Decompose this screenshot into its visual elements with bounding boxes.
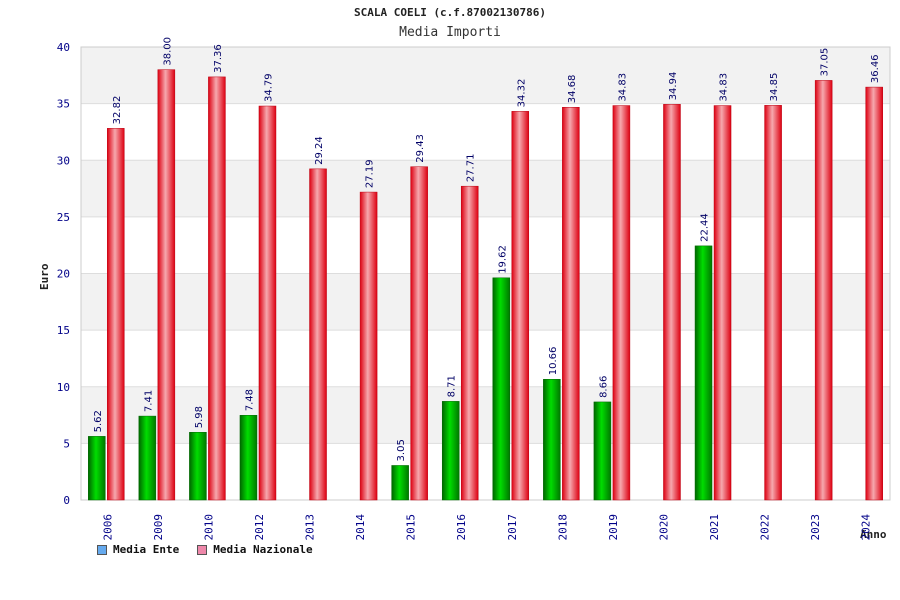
x-tick-label: 2019 xyxy=(607,514,620,541)
data-label: 19.62 xyxy=(497,245,508,274)
bar-media-ente xyxy=(189,432,207,501)
bar-media-ente xyxy=(138,415,157,501)
bar-media-ente xyxy=(492,277,511,501)
x-tick-label: 2009 xyxy=(152,514,165,541)
x-tick-label: 2020 xyxy=(657,514,670,541)
data-label: 22.44 xyxy=(700,213,711,242)
data-label: 5.62 xyxy=(93,410,104,432)
data-label: 34.32 xyxy=(516,79,527,108)
data-label: 7.48 xyxy=(244,389,255,411)
bar-media-nazionale xyxy=(157,69,176,501)
x-tick-label: 2022 xyxy=(759,514,772,541)
data-label: 34.85 xyxy=(769,73,780,102)
y-tick-label: 0 xyxy=(63,494,70,507)
bar-media-nazionale xyxy=(208,76,226,501)
y-tick-label: 20 xyxy=(57,268,70,281)
legend-item-media-ente: Media Ente xyxy=(97,543,179,556)
x-tick-label: 2010 xyxy=(202,514,215,541)
data-label: 8.66 xyxy=(598,376,609,398)
bar-media-nazionale xyxy=(663,104,681,501)
data-label: 5.98 xyxy=(194,406,205,428)
x-tick-label: 2014 xyxy=(354,514,367,541)
data-label: 3.05 xyxy=(396,439,407,461)
chart-subtitle: Media Importi xyxy=(399,25,501,40)
y-tick-label: 10 xyxy=(57,381,70,394)
bar-media-nazionale xyxy=(865,86,883,501)
data-label: 38.00 xyxy=(162,37,173,66)
x-tick-label: 2012 xyxy=(253,514,266,541)
bar-media-ente xyxy=(441,401,460,501)
y-tick-label: 5 xyxy=(63,437,70,450)
x-tick-label: 2018 xyxy=(556,514,569,541)
plot-frame xyxy=(80,46,891,501)
data-label: 36.46 xyxy=(870,54,881,83)
x-tick-label: 2015 xyxy=(405,514,418,541)
data-label: 34.79 xyxy=(263,73,274,102)
data-label: 10.66 xyxy=(548,347,559,376)
chart-title: SCALA COELI (c.f.87002130786) xyxy=(353,6,547,19)
data-label: 7.41 xyxy=(143,390,154,412)
bar-media-nazionale xyxy=(258,105,277,501)
bar-media-ente xyxy=(88,436,106,501)
bar-media-nazionale xyxy=(562,106,580,501)
legend-swatch-media-ente xyxy=(97,544,107,555)
data-label: 34.94 xyxy=(668,72,679,101)
legend-swatch-media-nazionale xyxy=(197,544,208,555)
bar-media-nazionale xyxy=(612,105,631,501)
bar-media-ente xyxy=(239,415,258,501)
bar-media-nazionale xyxy=(359,191,378,501)
bar-media-nazionale xyxy=(309,168,327,501)
bar-media-ente xyxy=(593,401,612,501)
data-label: 34.83 xyxy=(617,73,628,102)
bar-media-ente xyxy=(694,245,713,501)
legend-item-media-nazionale: Media Nazionale xyxy=(197,543,313,556)
bar-media-ente xyxy=(543,379,561,501)
bar-media-nazionale xyxy=(511,111,530,501)
bar-media-nazionale xyxy=(713,105,732,501)
y-tick-label: 30 xyxy=(57,154,70,167)
legend-label-media-nazionale: Media Nazionale xyxy=(213,543,313,556)
data-label: 8.71 xyxy=(447,375,458,397)
data-label: 29.24 xyxy=(314,136,325,165)
x-axis-label: Anno xyxy=(860,528,887,541)
y-tick-label: 35 xyxy=(57,98,70,111)
x-tick-label: 2023 xyxy=(809,514,822,541)
legend-label-media-ente: Media Ente xyxy=(113,543,180,556)
y-tick-label: 40 xyxy=(57,41,70,54)
legend: Media Ente Media Nazionale xyxy=(97,543,313,556)
y-tick-label: 25 xyxy=(57,211,70,224)
data-label: 27.19 xyxy=(365,159,376,188)
data-label: 27.71 xyxy=(466,154,477,183)
data-label: 34.83 xyxy=(719,73,730,102)
data-label: 34.68 xyxy=(567,75,578,104)
bar-media-nazionale xyxy=(107,128,125,501)
x-tick-label: 2016 xyxy=(455,514,468,541)
bar-media-nazionale xyxy=(410,166,428,501)
data-label: 32.82 xyxy=(112,96,123,125)
y-tick-label: 15 xyxy=(57,324,70,337)
x-tick-label: 2017 xyxy=(506,514,519,541)
data-label: 37.36 xyxy=(213,44,224,73)
bar-media-nazionale xyxy=(814,80,833,501)
x-tick-label: 2006 xyxy=(101,514,114,541)
data-label: 37.05 xyxy=(820,48,831,77)
bar-media-nazionale xyxy=(764,105,782,501)
data-label: 29.43 xyxy=(415,134,426,163)
bar-media-nazionale xyxy=(460,185,479,501)
bar-media-ente xyxy=(391,465,409,501)
x-tick-label: 2021 xyxy=(708,514,721,541)
x-tick-label: 2024 xyxy=(860,514,873,541)
x-tick-label: 2013 xyxy=(304,514,317,541)
